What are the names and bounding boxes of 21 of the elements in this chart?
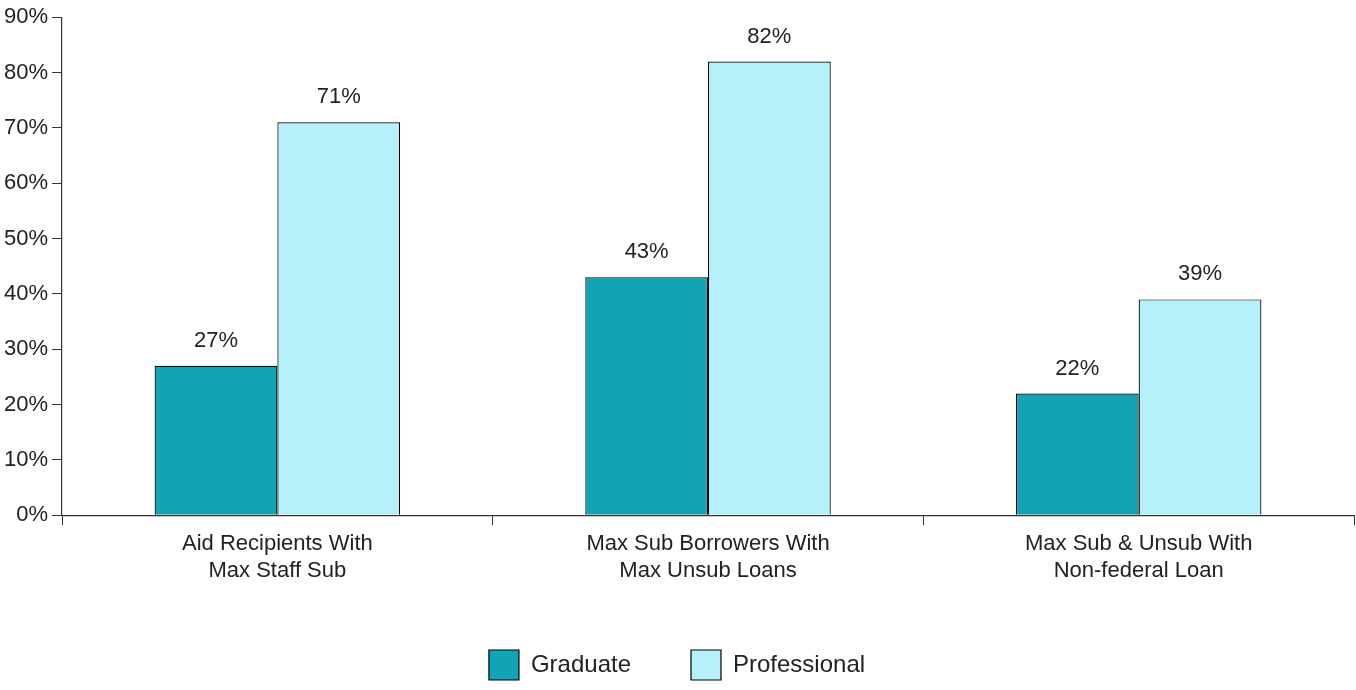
data-label: 82% bbox=[747, 22, 792, 48]
y-tick-label: 20% bbox=[3, 390, 49, 416]
y-tick-label: 10% bbox=[3, 445, 49, 471]
x-tick-label: Aid Recipients With Max Staff Sub bbox=[181, 530, 373, 582]
x-tick-label: Max Sub Borrowers With Max Unsub Loans bbox=[586, 530, 830, 582]
y-tick-label: 30% bbox=[3, 335, 49, 361]
y-tick-label: 0% bbox=[16, 501, 49, 527]
y-tick-label: 60% bbox=[3, 169, 49, 195]
y-tick-label: 50% bbox=[3, 224, 49, 250]
data-label: 22% bbox=[1055, 354, 1100, 380]
legend-label: Graduate bbox=[530, 649, 632, 677]
y-tick-label: 90% bbox=[3, 3, 49, 29]
data-label: 71% bbox=[316, 83, 361, 109]
data-label: 39% bbox=[1178, 260, 1223, 286]
x-tick-label: Max Sub & Unsub With Non-federal Loan bbox=[1024, 530, 1253, 582]
y-tick-label: 40% bbox=[3, 279, 49, 305]
legend-label: Professional bbox=[733, 649, 866, 677]
data-label: 43% bbox=[624, 238, 669, 264]
data-label: 27% bbox=[193, 326, 239, 352]
y-tick-label: 80% bbox=[3, 58, 49, 84]
y-tick-label: 70% bbox=[3, 113, 49, 139]
